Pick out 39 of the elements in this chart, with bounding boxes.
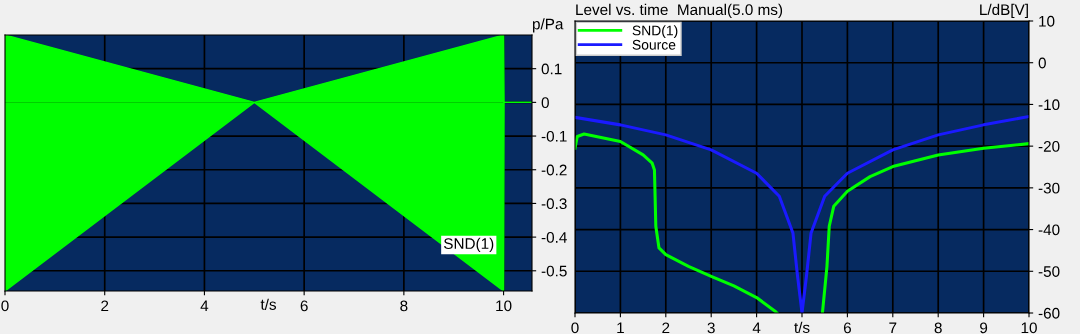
legend-label: SND(1) [632, 25, 678, 39]
x-tick-label: 8 [934, 322, 942, 334]
x-tick-label: 0 [1, 300, 9, 312]
x-tick-label: 4 [200, 300, 209, 312]
x-tick-label: 9 [980, 322, 988, 334]
y-tick-label: 0 [1038, 57, 1046, 69]
y-tick-label: 0 [541, 97, 549, 109]
x-axis-title: t/s [794, 321, 810, 333]
x-tick-label: 2 [101, 300, 109, 312]
y-tick-label: -0.1 [541, 130, 567, 142]
chart-title: Level vs. time Manual(5.0 ms) [576, 3, 783, 19]
x-tick-label: 10 [496, 300, 512, 312]
x-tick-label: 6 [843, 322, 851, 334]
y-tick-label: -0.2 [541, 164, 567, 176]
y-axis-title: p/Pa [532, 18, 564, 33]
x-tick-label: 6 [300, 300, 308, 312]
x-tick-label: 2 [662, 322, 670, 334]
text: SND(1) [443, 237, 494, 253]
y-tick-label: 10 [1039, 15, 1055, 27]
legend-label: Source [632, 39, 676, 50]
y-tick-label: -0.4 [541, 231, 567, 243]
y-tick-label: 0.1 [541, 63, 562, 75]
x-tick-label: 3 [707, 322, 715, 334]
y-tick-label: -10 [1038, 99, 1060, 111]
x-tick-label: 4 [752, 322, 761, 334]
x-tick-label: 1 [617, 322, 624, 334]
x-tick-label: 8 [400, 300, 408, 312]
x-axis-title: t/s [260, 298, 277, 310]
x-tick-label: 10 [1021, 322, 1037, 334]
y-tick-label: -0.3 [541, 198, 567, 210]
y-tick-label: -30 [1038, 182, 1060, 194]
y-tick-label: -60 [1038, 307, 1060, 319]
y-axis-title: L/dB[V] [980, 3, 1028, 19]
x-tick-label: 7 [889, 322, 897, 334]
y-tick-label: -50 [1038, 266, 1060, 277]
y-tick-label: -0.5 [541, 265, 567, 277]
x-tick-label: 0 [571, 322, 579, 334]
y-tick-label: -40 [1038, 224, 1060, 236]
y-tick-label: -20 [1038, 141, 1060, 152]
